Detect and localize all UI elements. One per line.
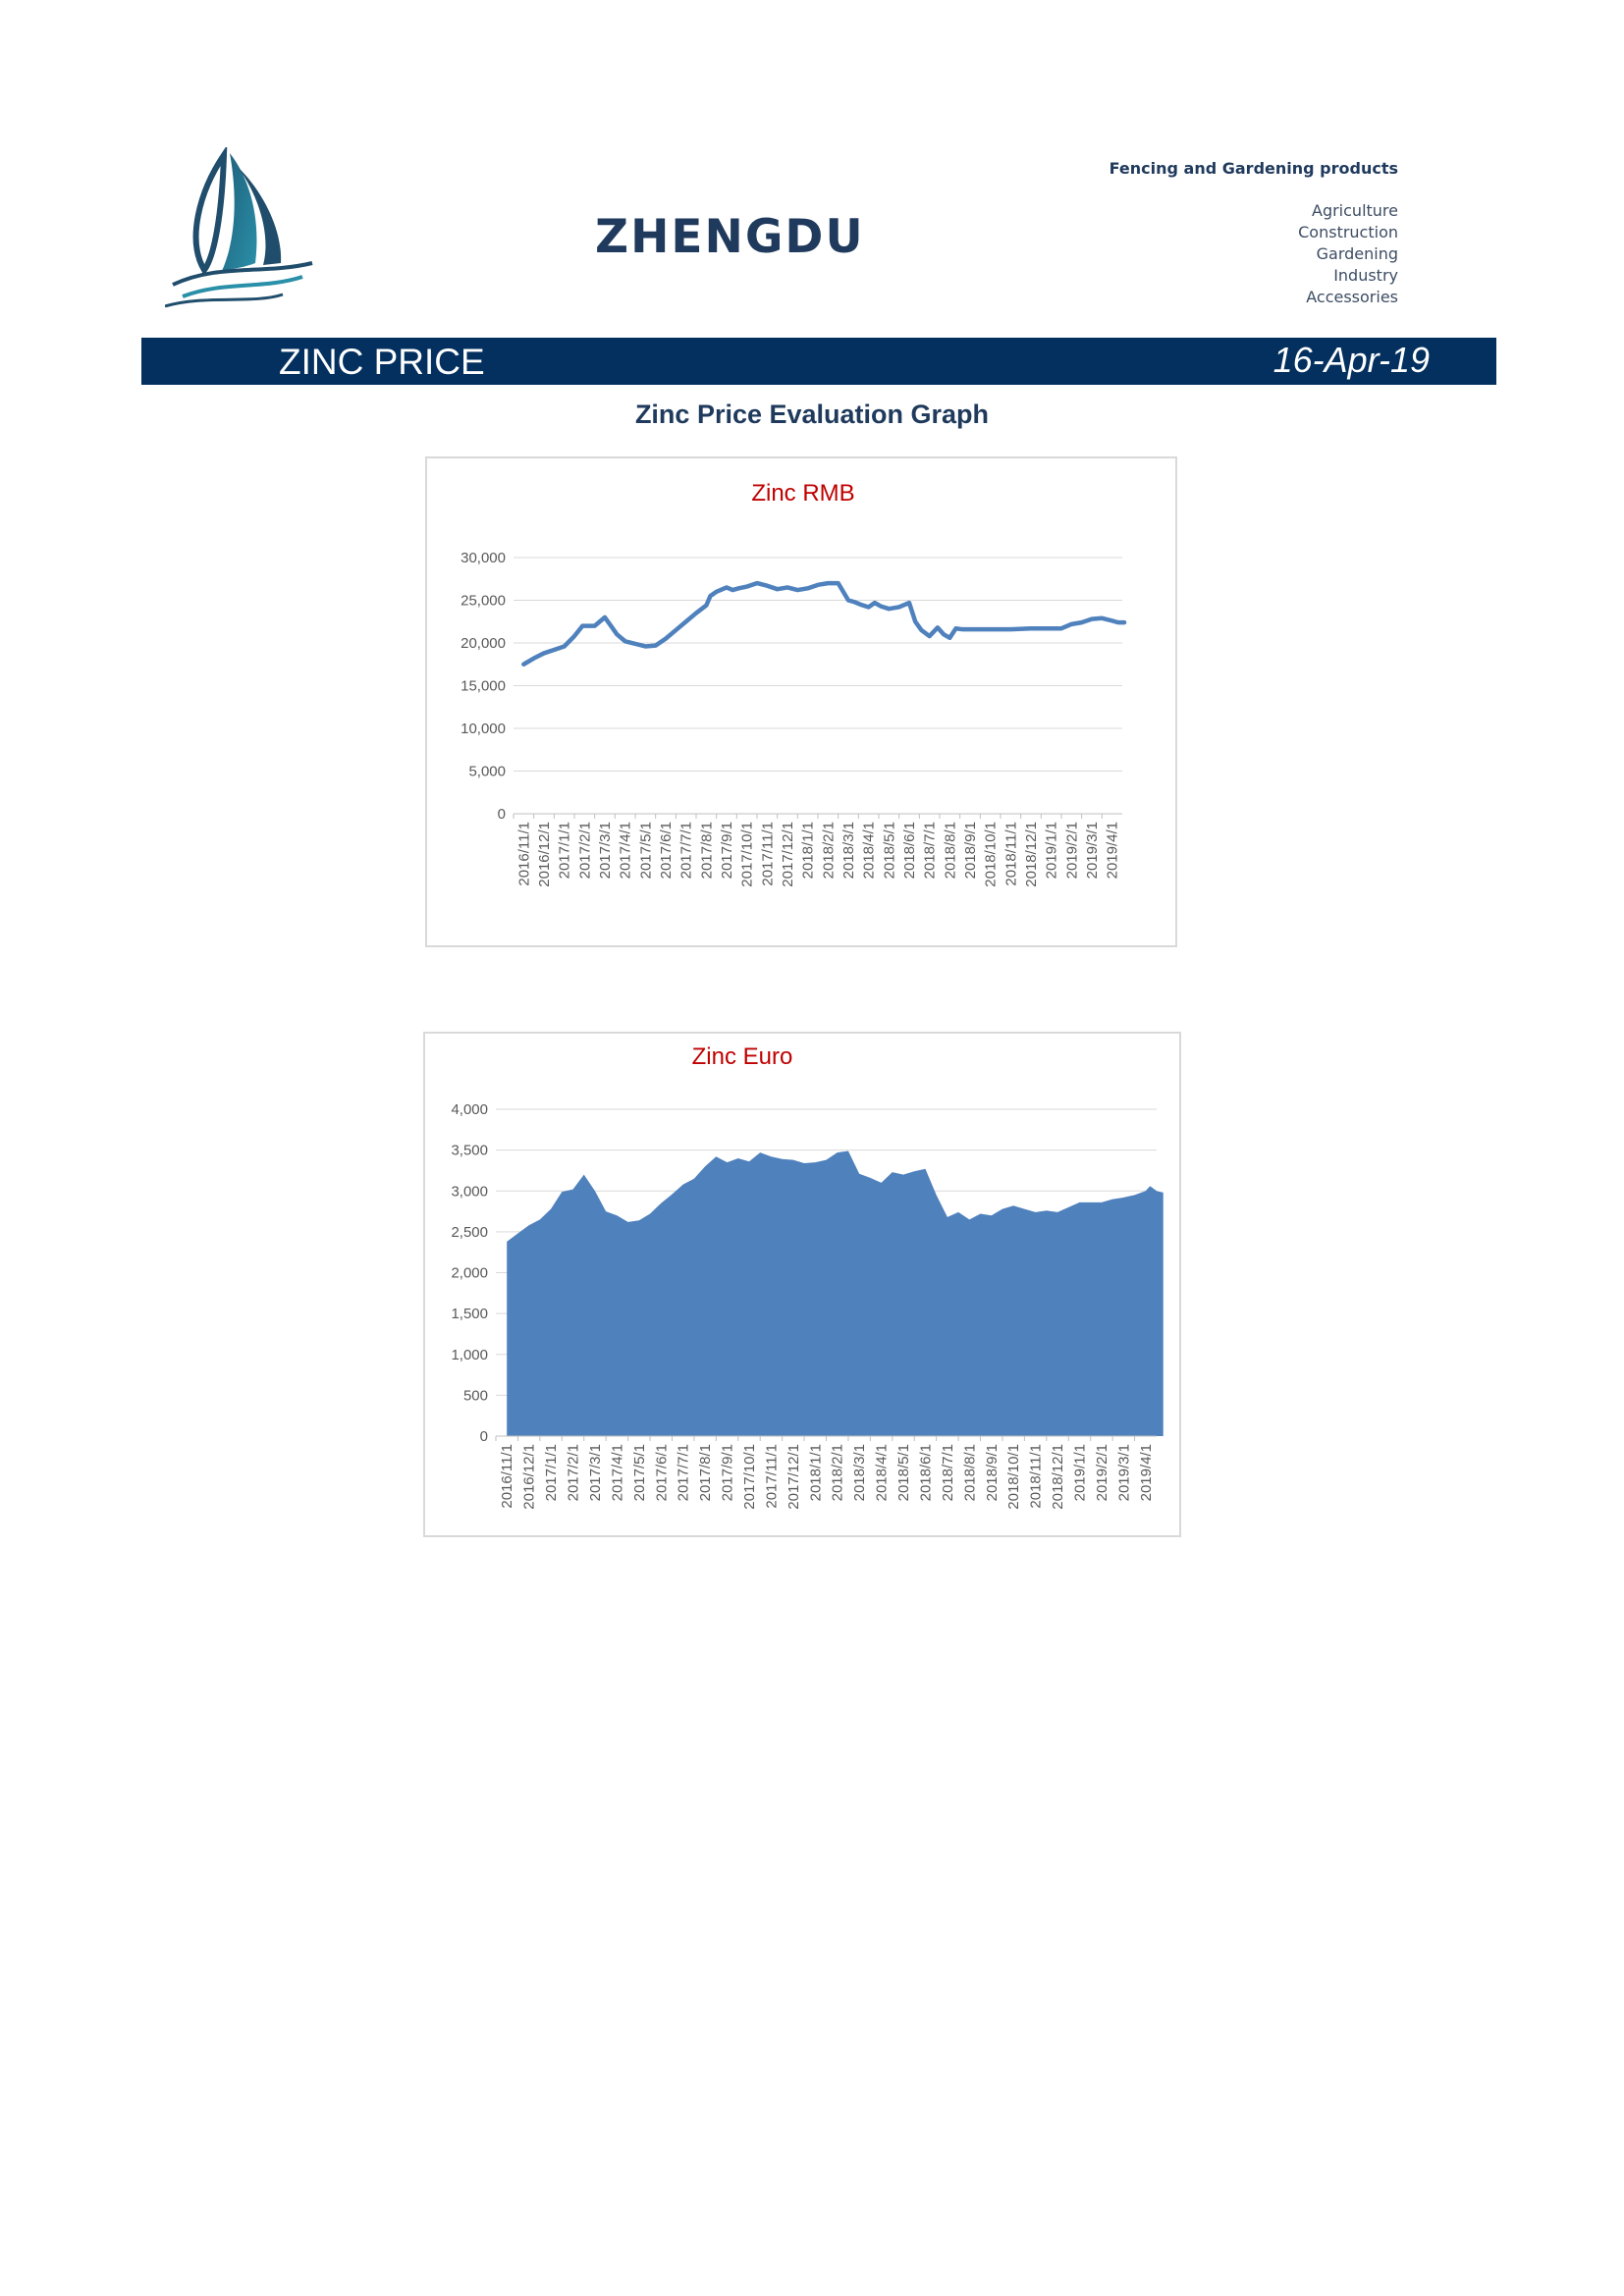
x-tick-label: 2017/11/1 [759, 822, 776, 886]
category-item: Gardening [1316, 244, 1398, 263]
y-tick-label: 25,000 [460, 593, 506, 610]
x-tick-label: 2017/10/1 [739, 822, 756, 887]
x-tick-label: 2018/9/1 [984, 1444, 1001, 1501]
y-tick-label: 0 [480, 1428, 488, 1445]
tagline: Fencing and Gardening products [1109, 159, 1398, 178]
x-tick-label: 2018/2/1 [820, 822, 837, 879]
y-tick-label: 1,500 [451, 1306, 488, 1322]
x-tick-label: 2017/3/1 [587, 1444, 604, 1501]
chart-zinc-rmb-svg: Zinc RMB 0 5,000 10,000 15,000 20,000 25,000 30… [460, 480, 1127, 887]
x-tick-label: 2018/11/1 [1002, 822, 1019, 886]
y-tick-label: 2,500 [451, 1224, 488, 1241]
x-tick-label: 2019/2/1 [1094, 1444, 1110, 1501]
x-tick-label: 2018/11/1 [1028, 1444, 1045, 1509]
x-tick-label: 2017/6/1 [658, 822, 675, 879]
y-tick-label: 3,500 [451, 1143, 488, 1159]
y-tick-label: 4,000 [451, 1101, 488, 1118]
x-tick-label: 2017/12/1 [780, 822, 796, 887]
chart-title: Zinc Euro [692, 1043, 793, 1070]
y-tick-label: 3,000 [451, 1183, 488, 1200]
x-tick-label: 2019/2/1 [1063, 822, 1080, 879]
x-tick-label: 2018/3/1 [840, 822, 857, 879]
x-tick-label: 2018/4/1 [874, 1444, 891, 1501]
x-tick-label: 2019/4/1 [1105, 822, 1121, 879]
x-tick-label: 2018/10/1 [1005, 1444, 1022, 1510]
x-tick-label: 2017/3/1 [597, 822, 614, 879]
category-item: Construction [1298, 223, 1398, 241]
y-tick-label: 20,000 [460, 635, 506, 652]
y-tick-label: 0 [498, 806, 506, 823]
x-tick-label: 2018/5/1 [895, 1444, 912, 1501]
x-tick-label: 2017/9/1 [719, 822, 735, 879]
x-tick-label: 2017/11/1 [763, 1444, 780, 1509]
x-tick-label: 2018/10/1 [983, 822, 1000, 887]
y-tick-label: 1,000 [451, 1347, 488, 1363]
x-tick-label: 2017/4/1 [618, 822, 634, 879]
x-tick-label: 2017/6/1 [653, 1444, 670, 1501]
x-tick-label: 2019/4/1 [1138, 1444, 1155, 1501]
x-tick-label: 2017/5/1 [631, 1444, 648, 1501]
x-tick-label: 2017/1/1 [543, 1444, 560, 1501]
x-tick-label: 2019/1/1 [1044, 822, 1060, 879]
y-tick-label: 30,000 [460, 550, 506, 566]
x-tick-label: 2018/2/1 [830, 1444, 846, 1501]
x-tick-label: 2018/7/1 [922, 822, 939, 879]
x-tick-label: 2017/8/1 [697, 1444, 714, 1501]
x-tick-label: 2018/12/1 [1050, 1444, 1066, 1510]
series-area [507, 1150, 1164, 1436]
chart-zinc-rmb: Zinc RMB 0 5,000 10,000 15,000 20,000 25,000 30… [425, 456, 1177, 947]
x-tick-label: 2017/4/1 [609, 1444, 625, 1501]
y-tick-label: 15,000 [460, 678, 506, 695]
x-tick-label: 2017/12/1 [785, 1444, 802, 1510]
x-tick-label: 2018/4/1 [861, 822, 878, 879]
y-tick-label: 10,000 [460, 721, 506, 737]
x-tick-label: 2019/3/1 [1084, 822, 1101, 879]
category-item: Agriculture [1312, 201, 1398, 220]
x-tick-label: 2017/7/1 [676, 1444, 692, 1501]
x-tick-label: 2018/6/1 [901, 822, 918, 879]
sailboat-logo [165, 147, 313, 308]
x-tick-label: 2018/12/1 [1023, 822, 1040, 887]
x-tick-label: 2019/1/1 [1071, 1444, 1088, 1501]
chart-zinc-euro: Zinc Euro 0 500 1,000 1,500 2,000 2,500 3,000 3,… [423, 1032, 1181, 1537]
category-item: Accessories [1306, 288, 1398, 306]
x-tick-label: 2016/12/1 [521, 1444, 538, 1510]
series-line [521, 580, 1127, 667]
x-tick-label: 2017/5/1 [637, 822, 654, 879]
x-tick-label: 2018/6/1 [917, 1444, 934, 1501]
x-tick-label: 2019/3/1 [1115, 1444, 1132, 1501]
y-tick-label: 500 [463, 1387, 488, 1404]
x-tick-label: 2017/2/1 [566, 1444, 582, 1501]
x-tick-label: 2018/8/1 [961, 1444, 978, 1501]
x-tick-label: 2018/3/1 [851, 1444, 868, 1501]
x-tick-label: 2018/8/1 [942, 822, 958, 879]
x-tick-label: 2018/7/1 [940, 1444, 956, 1501]
x-tick-label: 2018/1/1 [800, 822, 817, 879]
x-tick-label: 2017/1/1 [557, 822, 573, 879]
section-title: Zinc Price Evaluation Graph [634, 400, 990, 429]
chart-zinc-euro-svg: Zinc Euro 0 500 1,000 1,500 2,000 2,500 3,000 3,… [451, 1043, 1164, 1510]
x-tick-label: 2017/9/1 [720, 1444, 736, 1501]
y-tick-label: 2,000 [451, 1265, 488, 1282]
y-tick-label: 5,000 [468, 764, 506, 780]
chart-title: Zinc RMB [751, 480, 854, 507]
x-tick-label: 2017/7/1 [678, 822, 695, 879]
brand-name: ZHENGDU [595, 210, 865, 264]
x-tick-label: 2017/2/1 [576, 822, 593, 879]
x-tick-label: 2017/10/1 [741, 1444, 758, 1510]
x-tick-label: 2018/5/1 [881, 822, 897, 879]
x-tick-label: 2018/1/1 [807, 1444, 824, 1501]
banner-title: ZINC PRICE [279, 342, 485, 382]
x-tick-label: 2016/12/1 [536, 822, 553, 887]
x-tick-label: 2016/11/1 [499, 1444, 515, 1509]
banner-date: 16-Apr-19 [1272, 340, 1430, 380]
category-item: Industry [1333, 266, 1398, 285]
category-list: Agriculture Construction Gardening Indus… [1298, 200, 1398, 308]
x-tick-label: 2018/9/1 [962, 822, 979, 879]
title-banner: ZINC PRICE 16-Apr-19 [141, 338, 1496, 385]
x-tick-label: 2016/11/1 [515, 822, 532, 886]
x-tick-label: 2017/8/1 [698, 822, 715, 879]
